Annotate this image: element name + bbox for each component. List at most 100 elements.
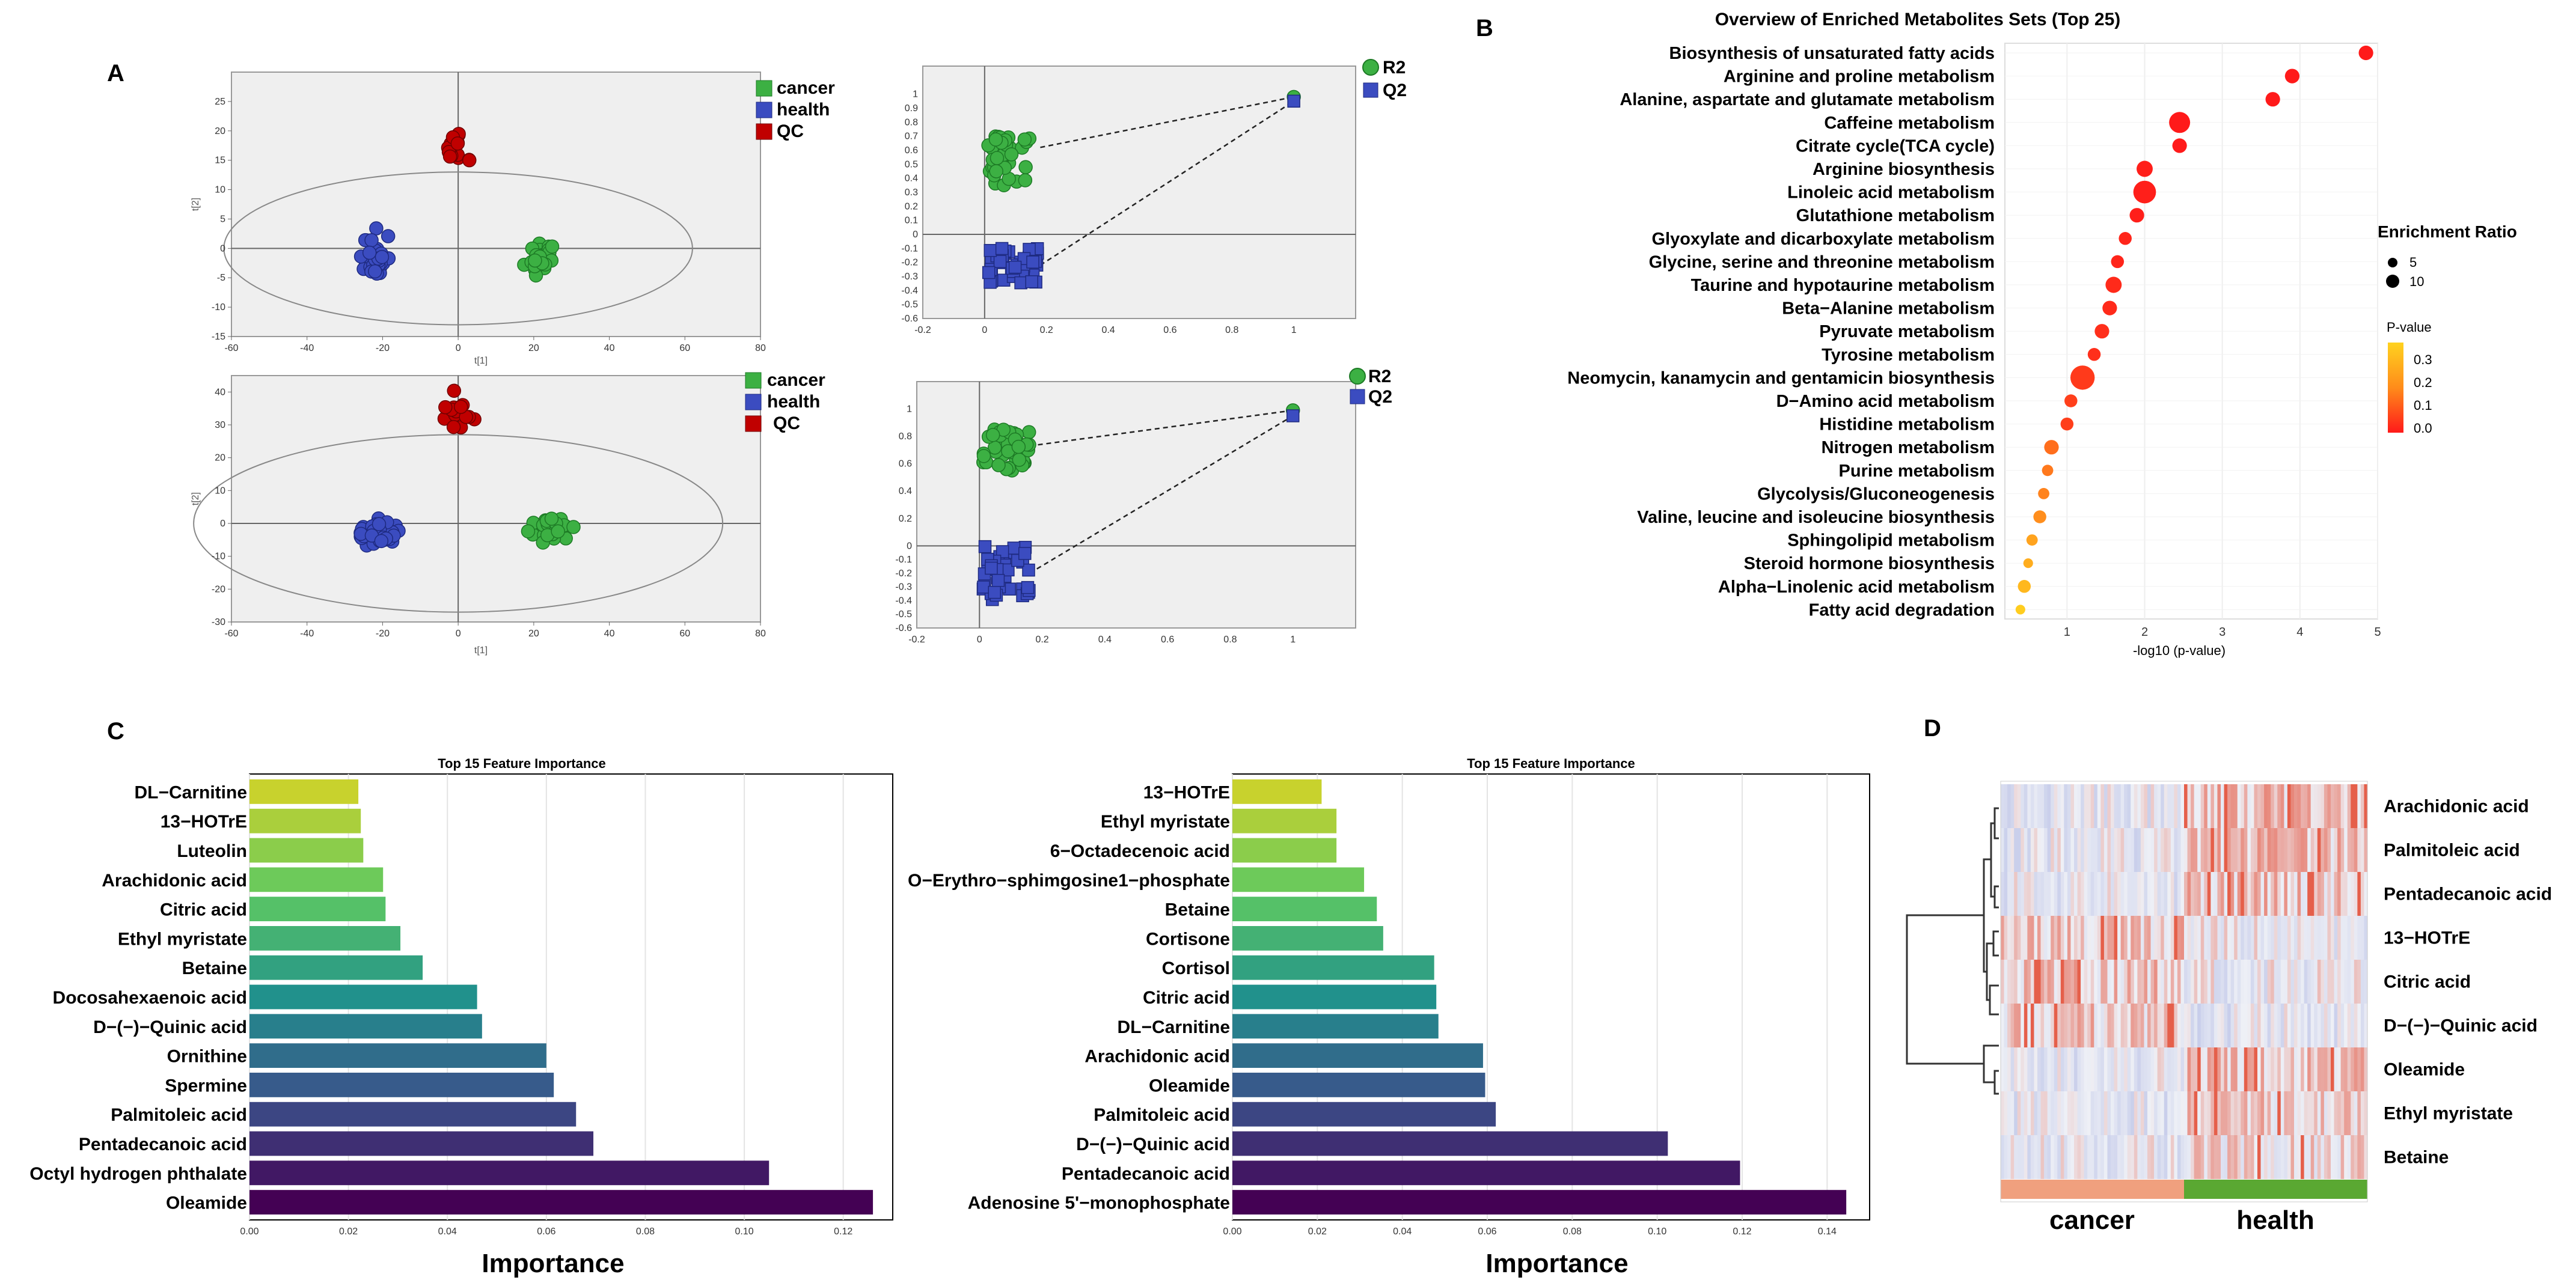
category-label: Arachidonic acid	[102, 871, 247, 891]
heatmap-cell	[2014, 872, 2018, 916]
heatmap-cell	[2057, 828, 2061, 872]
heatmap-cell	[2290, 1091, 2295, 1135]
heatmap-cell	[2207, 1091, 2211, 1135]
heatmap-cell	[2347, 916, 2351, 960]
color-legend-title: P-value	[2387, 320, 2432, 335]
heatmap-cell	[2001, 1047, 2005, 1091]
heatmap-cell	[2187, 784, 2191, 828]
heatmap-cell	[2051, 784, 2055, 828]
heatmap-cell	[2024, 784, 2028, 828]
heatmap-cell	[2097, 1047, 2101, 1091]
x-tick-label: -20	[376, 629, 390, 639]
heatmap-cell	[2103, 916, 2108, 960]
heatmap-cell	[2010, 1047, 2015, 1091]
heatmap-cell	[2310, 784, 2314, 828]
category-label: Cortisol	[1162, 958, 1230, 978]
heatmap-cell	[2014, 784, 2018, 828]
heatmap-cell	[2027, 784, 2031, 828]
heatmap-cell	[2241, 960, 2245, 1004]
heatmap-cell	[2217, 872, 2221, 916]
pca-score-plot-1: t[1] t[2] -60 -40 -20 0 20 40 60 80 -15 -10 -5 0 5 10…	[191, 72, 835, 366]
heatmap-cell	[2287, 916, 2292, 960]
row-label: Oleamide	[2384, 1060, 2465, 1080]
heatmap-cell	[2004, 960, 2008, 1004]
heatmap-cell	[2237, 960, 2241, 1004]
panel-label-d: D	[1924, 715, 1941, 742]
heatmap-cell	[2044, 1091, 2048, 1135]
heatmap-cell	[2174, 1091, 2178, 1135]
heatmap-cell	[2134, 1004, 2138, 1047]
heatmap-cell	[2280, 1047, 2284, 1091]
heatmap-cell	[2094, 1135, 2098, 1179]
x-tick-label: -40	[300, 343, 314, 353]
heatmap-cell	[2340, 784, 2345, 828]
heatmap-cell	[2004, 872, 2008, 916]
heatmap-cell	[2321, 784, 2325, 828]
heatmap-cell	[2237, 1091, 2241, 1135]
point-q2	[1022, 563, 1035, 577]
heatmap-cell	[2337, 1091, 2342, 1135]
heatmap-cell	[2321, 828, 2325, 872]
bar	[249, 779, 359, 804]
heatmap-cell	[2180, 1135, 2185, 1179]
heatmap-cell	[2111, 828, 2115, 872]
heatmap-cell	[2307, 960, 2311, 1004]
heatmap-cell	[2301, 872, 2305, 916]
heatmap-cell	[2047, 828, 2051, 872]
bubble	[2137, 160, 2153, 177]
category-label: Beta−Alanine metabolism	[1782, 299, 1995, 318]
heatmap-cell	[2057, 1135, 2061, 1179]
heatmap-cell	[2277, 916, 2281, 960]
heatmap-cell	[2144, 1091, 2148, 1135]
legend-swatch-qc	[745, 415, 762, 432]
heatmap-cell	[2140, 1091, 2145, 1135]
heatmap-cell	[2051, 1047, 2055, 1091]
legend: R2 Q2	[1362, 58, 1407, 100]
heatmap-cell	[2264, 916, 2268, 960]
y-tick-label: 0.8	[905, 117, 918, 127]
heatmap-cell	[2030, 1135, 2035, 1179]
group-bar-cancer	[2001, 1180, 2184, 1199]
heatmap-cell	[2054, 1135, 2058, 1179]
heatmap-cell	[2307, 916, 2311, 960]
heatmap-cell	[2107, 960, 2111, 1004]
point-r2	[976, 449, 991, 463]
heatmap-cell	[2347, 1004, 2351, 1047]
heatmap-cell	[2327, 916, 2331, 960]
heatmap-cell	[2197, 1135, 2201, 1179]
heatmap-cell	[2191, 784, 2195, 828]
heatmap-cell	[2244, 960, 2248, 1004]
heatmap-cell	[2124, 1135, 2128, 1179]
category-label: Palmitoleic acid	[1094, 1105, 1230, 1125]
heatmap-cell	[2364, 828, 2368, 872]
category-label: Glycolysis/Gluconeogenesis	[1757, 484, 1995, 504]
x-tick-label: 0.10	[1648, 1227, 1666, 1237]
heatmap-cell	[2364, 1004, 2368, 1047]
heatmap-cell	[2103, 1004, 2108, 1047]
heatmap-cell	[2287, 1047, 2292, 1091]
heatmap-cell	[2221, 916, 2225, 960]
heatmap-cell	[2344, 1004, 2348, 1047]
heatmap-cell	[2087, 1091, 2091, 1135]
heatmap-cell	[2103, 960, 2108, 1004]
heatmap-cell	[2131, 1004, 2135, 1047]
heatmap-cell	[2070, 1091, 2075, 1135]
heatmap-cell	[2340, 828, 2345, 872]
heatmap-cell	[2077, 1004, 2081, 1047]
point-q2	[991, 574, 1005, 587]
heatmap-cell	[2164, 1004, 2168, 1047]
heatmap-cell	[2260, 872, 2265, 916]
point-r2	[990, 151, 1005, 165]
regression-line-r2	[1040, 96, 1294, 148]
heatmap-cell	[2154, 960, 2158, 1004]
heatmap-cell	[2277, 784, 2281, 828]
x-tick-label: 60	[679, 343, 690, 353]
bubble	[2094, 324, 2109, 339]
x-tick-label: 0.8	[1225, 325, 1238, 335]
heatmap-cell	[2070, 1004, 2075, 1047]
heatmap-cell	[2224, 872, 2228, 916]
heatmap-cell	[2127, 1135, 2131, 1179]
heatmap-cell	[2284, 1091, 2288, 1135]
heatmap-cell	[2284, 960, 2288, 1004]
bubble	[2038, 488, 2049, 499]
